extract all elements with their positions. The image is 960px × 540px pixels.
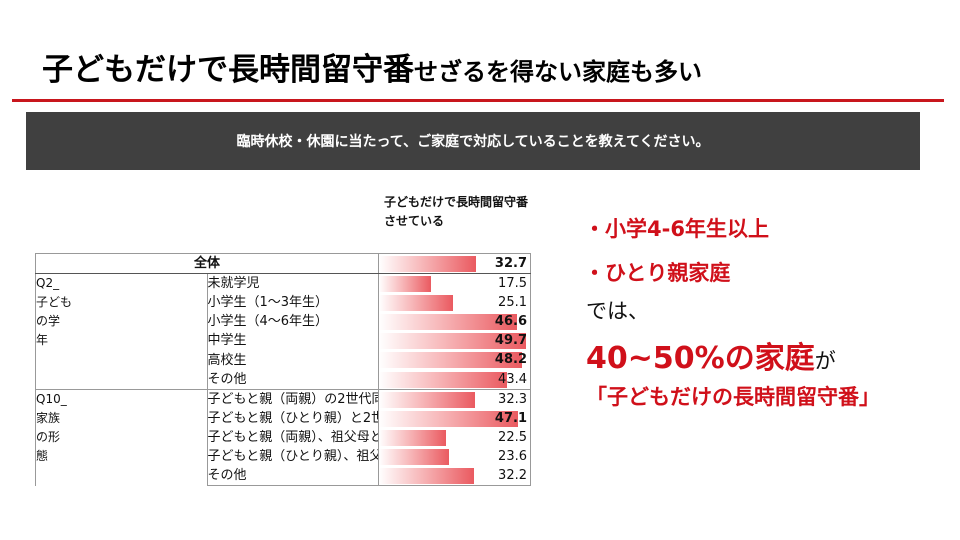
table-row: Q2_ 子ども の学年未就学児 17.5 xyxy=(35,273,531,390)
value-cell: 46.6 xyxy=(378,312,531,332)
bar xyxy=(379,371,508,388)
value-cell: 43.4 xyxy=(378,369,531,390)
table-row: 小学生（1～3年生） 25.1 xyxy=(36,293,531,313)
data-label: 32.7 xyxy=(494,256,527,271)
row-label: 全体 xyxy=(35,252,379,275)
bar xyxy=(379,352,522,369)
row-label: その他 xyxy=(207,369,379,390)
data-label: 23.6 xyxy=(498,448,527,464)
data-label: 32.2 xyxy=(498,468,527,484)
bar xyxy=(379,314,517,331)
data-label: 43.4 xyxy=(498,371,527,387)
row-label: 小学生（1～3年生） xyxy=(207,293,379,313)
results-table: 全体 32.7 Q2_ 子ども の学年未就学児 17.5 小学生（1～3年生） 25.1 小学生… xyxy=(35,252,531,487)
page-title: 子どもだけで長時間留守番せざるを得ない家庭も多い xyxy=(42,44,702,89)
side-note-single-parent: ・ひとり親家庭 xyxy=(584,261,731,285)
side-note-percentage: 40~50%の家庭が xyxy=(586,333,836,377)
column-header: 子どもだけで長時間留守番させている xyxy=(384,195,529,228)
value-cell: 32.3 xyxy=(378,388,531,409)
question-text: 臨時休校・休園に当たって、ご家庭で対応していることを教えてください。 xyxy=(236,134,710,150)
table-row: 高校生 48.2 xyxy=(36,350,531,370)
title-underline xyxy=(12,99,944,102)
row-label: 子どもと親（両親）、祖父母との3世代同居 xyxy=(207,427,379,447)
row-label: 小学生（4～6年生） xyxy=(207,312,379,332)
row-label: 子どもと親（両親）の2世代同居 xyxy=(207,388,379,409)
bar xyxy=(379,295,454,312)
data-label: 46.6 xyxy=(494,314,527,330)
bar xyxy=(379,256,476,272)
table-row: 子どもと親（両親）、祖父母との3世代同居 22.5 xyxy=(36,427,531,447)
bar xyxy=(379,276,431,293)
data-label: 17.5 xyxy=(498,276,527,292)
bar xyxy=(379,391,475,408)
side-note-connector: では、 xyxy=(586,299,649,323)
bar xyxy=(379,410,519,427)
bar xyxy=(379,448,449,465)
bar xyxy=(379,429,446,446)
value-cell: 25.1 xyxy=(378,293,531,313)
group-label: Q2_ 子ども の学年 xyxy=(35,273,208,390)
side-note-grade: ・小学4-6年生以上 xyxy=(584,217,769,241)
data-label: 47.1 xyxy=(494,410,527,426)
row-label: 高校生 xyxy=(207,350,379,370)
row-label: 中学生 xyxy=(207,331,379,351)
value-cell: 49.7 xyxy=(378,331,531,351)
value-cell: 22.5 xyxy=(378,427,531,447)
table-row: 中学生 49.7 xyxy=(36,331,531,351)
data-label: 48.2 xyxy=(494,352,527,368)
data-label: 49.7 xyxy=(494,333,527,349)
value-cell: 48.2 xyxy=(378,350,531,370)
table-row: その他 43.4 xyxy=(36,369,531,390)
group-label: Q10_ 家族 の形態 xyxy=(35,388,208,486)
table-row-total: 全体 32.7 xyxy=(35,252,531,275)
table-row: その他 32.2 xyxy=(36,466,531,487)
bar xyxy=(379,333,527,350)
table-row: 子どもと親（ひとり親）と2世代同居 47.1 xyxy=(36,408,531,428)
row-label: 子どもと親（ひとり親）、祖父母との3世代同居 xyxy=(207,446,379,467)
title-rest: せざるを得ない家庭も多い xyxy=(414,58,702,86)
data-label: 32.3 xyxy=(498,391,527,407)
table-row: 小学生（4～6年生） 46.6 xyxy=(36,312,531,332)
table-row: 子どもと親（ひとり親）、祖父母との3世代同居 23.6 xyxy=(36,446,531,467)
value-cell: 47.1 xyxy=(378,408,531,428)
side-note-emphasis: 40~50%の家庭 xyxy=(586,341,815,376)
side-note-conclusion: 「子どもだけの長時間留守番」 xyxy=(586,385,880,409)
value-cell: 32.2 xyxy=(378,466,531,487)
value-cell: 32.7 xyxy=(378,252,531,275)
row-label: その他 xyxy=(207,466,379,487)
value-cell: 23.6 xyxy=(378,446,531,467)
data-label: 22.5 xyxy=(498,429,527,445)
row-label: 子どもと親（ひとり親）と2世代同居 xyxy=(207,408,379,428)
title-main: 子どもだけで長時間留守番 xyxy=(42,52,414,88)
row-label: 未就学児 xyxy=(207,273,379,294)
side-note-particle: が xyxy=(814,349,836,373)
bar xyxy=(379,468,475,485)
data-label: 25.1 xyxy=(498,295,527,311)
value-cell: 17.5 xyxy=(378,273,531,294)
question-banner: 臨時休校・休園に当たって、ご家庭で対応していることを教えてください。 xyxy=(26,112,920,170)
